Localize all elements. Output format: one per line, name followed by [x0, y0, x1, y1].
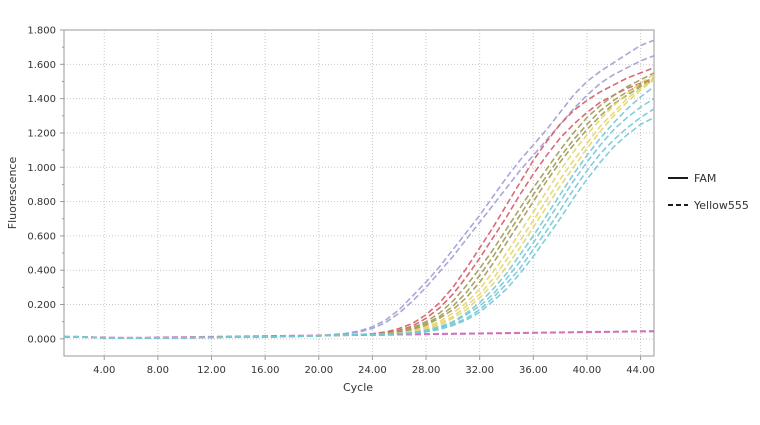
x-axis-label: Cycle [343, 381, 373, 394]
axis-ticks: 4.00 8.00 12.00 16.00 20.00 24.00 28.00 32.00 36… [27, 26, 655, 377]
x-tick-label: 44.00 [626, 365, 655, 376]
series-layer [63, 39, 655, 339]
y-tick-label: 1.000 [27, 163, 56, 174]
y-tick-label: 0.000 [27, 334, 56, 345]
x-tick-label: 24.00 [358, 365, 387, 376]
grid-lines [64, 29, 654, 356]
x-tick-label: 20.00 [304, 365, 333, 376]
y-tick-label: 0.400 [27, 266, 56, 277]
yellow555-amplification-curve [64, 116, 655, 339]
legend: FAM Yellow555 [668, 172, 749, 212]
x-tick-label: 28.00 [412, 365, 441, 376]
y-tick-label: 0.800 [27, 197, 56, 208]
x-tick-label: 4.00 [93, 365, 115, 376]
legend-label-fam: FAM [694, 172, 716, 185]
yellow555-amplification-curve [64, 77, 655, 339]
y-tick-label: 0.600 [27, 231, 56, 242]
x-tick-label: 12.00 [197, 365, 226, 376]
y-axis-label: Fluorescence [6, 157, 19, 230]
x-tick-label: 32.00 [465, 365, 494, 376]
yellow555-flat-curve [63, 330, 655, 339]
x-tick-label: 36.00 [519, 365, 548, 376]
x-tick-label: 40.00 [573, 365, 602, 376]
y-tick-label: 1.400 [27, 94, 56, 105]
yellow555-amplification-curve [64, 79, 655, 339]
yellow555-amplification-curve [64, 54, 655, 339]
y-tick-label: 1.600 [27, 60, 56, 71]
yellow555-amplification-curve [64, 108, 655, 339]
yellow555-amplification-curve [64, 85, 655, 339]
y-tick-label: 0.200 [27, 300, 56, 311]
plot-frame [63, 29, 655, 357]
yellow555-amplification-curve [64, 77, 655, 339]
yellow555-amplification-curve [64, 39, 655, 339]
x-tick-label: 8.00 [147, 365, 169, 376]
legend-label-yellow555: Yellow555 [693, 199, 749, 212]
y-tick-label: 1.200 [27, 128, 56, 139]
x-tick-label: 16.00 [251, 365, 280, 376]
y-tick-label: 1.800 [27, 26, 56, 37]
